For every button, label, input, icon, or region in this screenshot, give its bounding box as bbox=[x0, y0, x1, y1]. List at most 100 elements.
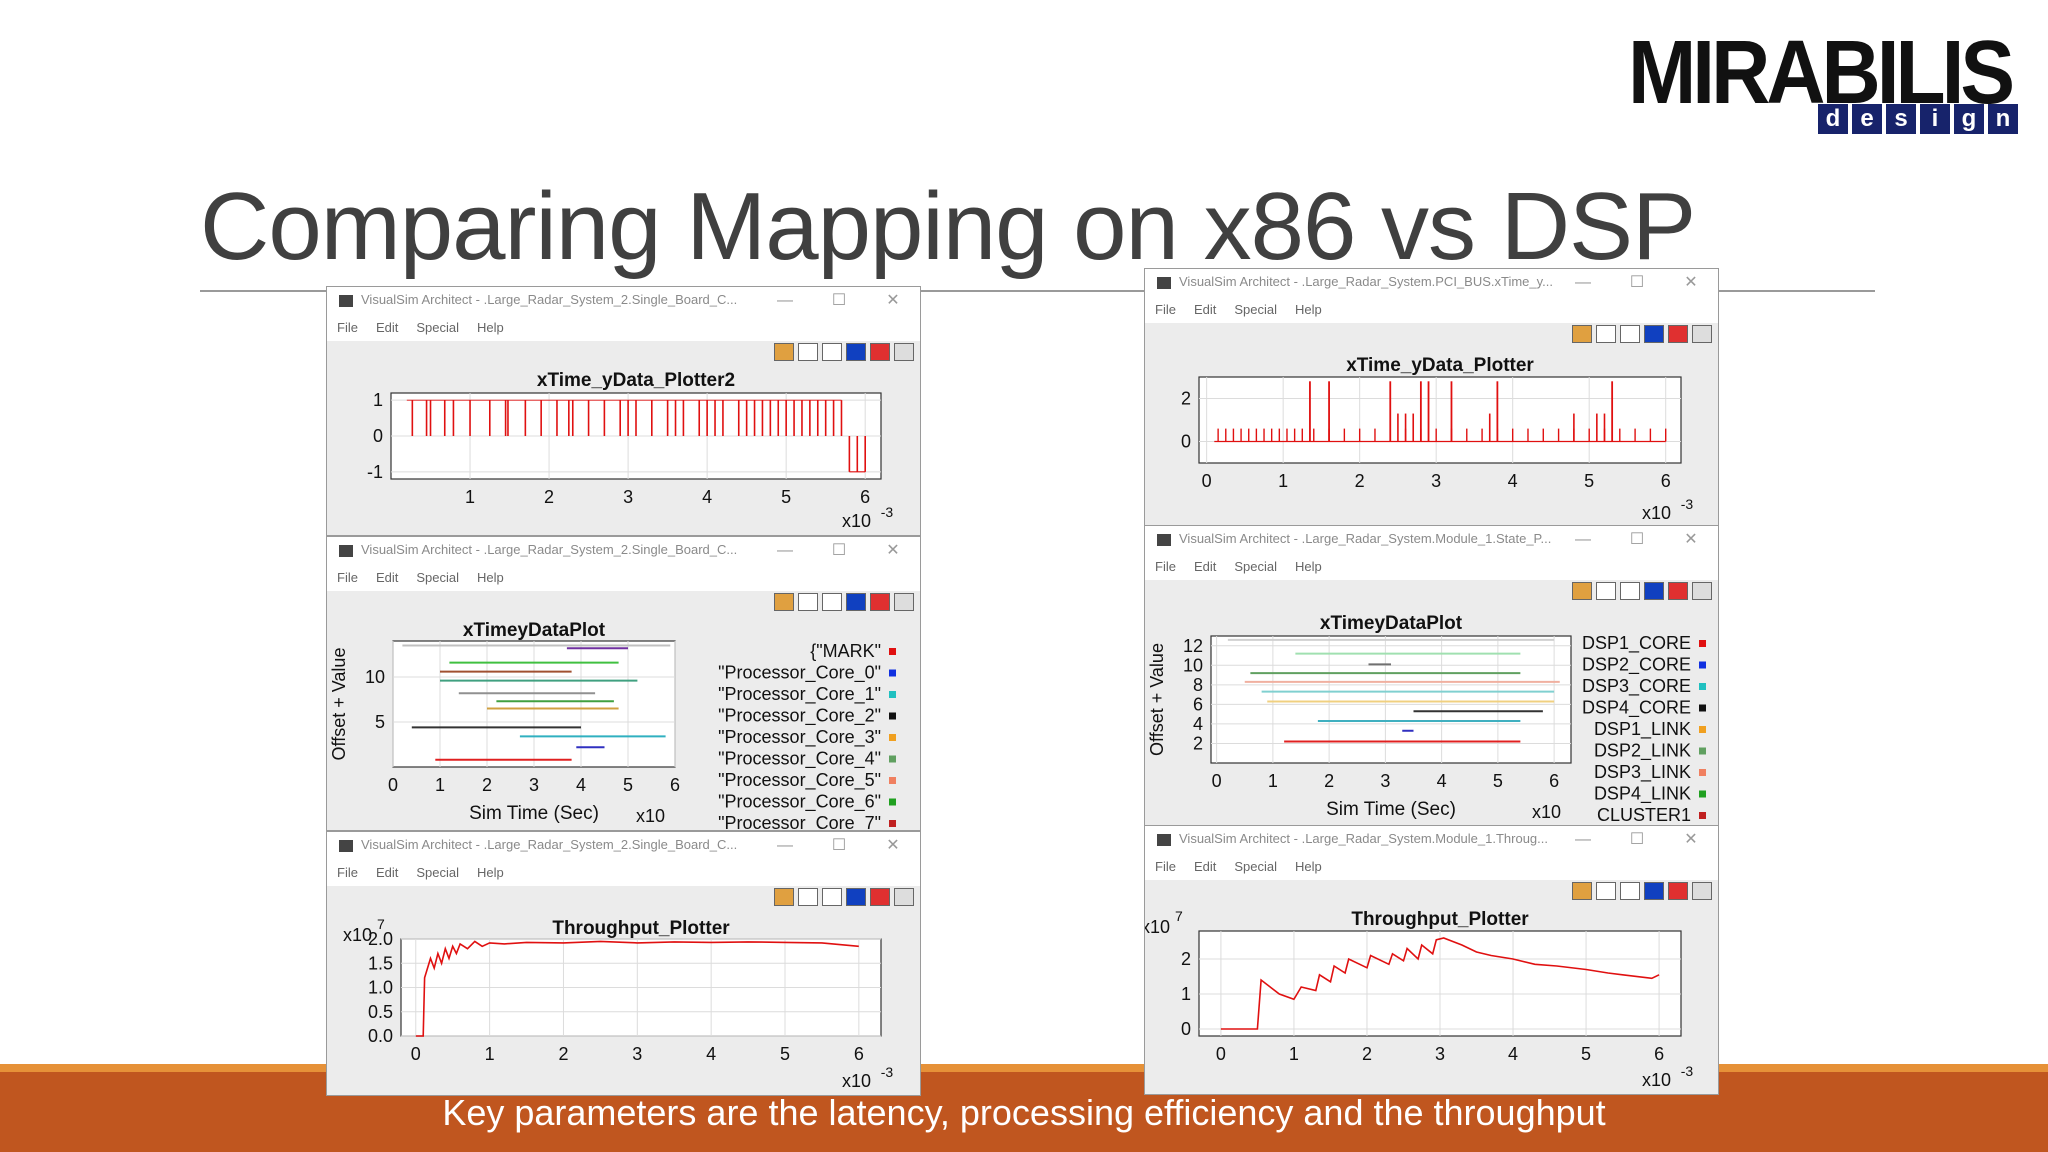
menu-file[interactable]: File bbox=[1155, 559, 1176, 574]
print-icon[interactable] bbox=[1620, 582, 1640, 600]
maximize-icon[interactable]: ☐ bbox=[831, 292, 847, 309]
save-icon[interactable] bbox=[1596, 882, 1616, 900]
menu-help[interactable]: Help bbox=[477, 570, 504, 585]
save-icon[interactable] bbox=[798, 888, 818, 906]
save-icon[interactable] bbox=[1596, 582, 1616, 600]
minimize-icon[interactable]: — bbox=[777, 292, 793, 309]
plot-window-dsp-state-plot[interactable]: VisualSim Architect - .Large_Radar_Syste… bbox=[1144, 525, 1719, 827]
x-tick-label: 3 bbox=[1380, 771, 1390, 791]
fill-icon[interactable] bbox=[1644, 582, 1664, 600]
window-titlebar[interactable]: VisualSim Architect - .Large_Radar_Syste… bbox=[1145, 526, 1718, 554]
plot-toolbar bbox=[1572, 882, 1712, 906]
x-exponent-label: x10 bbox=[1642, 503, 1671, 523]
reset-icon[interactable] bbox=[1668, 882, 1688, 900]
window-titlebar[interactable]: VisualSim Architect - .Large_Radar_Syste… bbox=[1145, 269, 1718, 297]
palette-icon[interactable] bbox=[774, 888, 794, 906]
fill-icon[interactable] bbox=[1644, 882, 1664, 900]
palette-icon[interactable] bbox=[774, 593, 794, 611]
settings-icon[interactable] bbox=[1692, 325, 1712, 343]
maximize-icon[interactable]: ☐ bbox=[831, 542, 847, 559]
y-exponent-label: x10 bbox=[343, 925, 372, 945]
menu-help[interactable]: Help bbox=[477, 320, 504, 335]
settings-icon[interactable] bbox=[894, 343, 914, 361]
close-icon[interactable]: ✕ bbox=[1684, 831, 1698, 848]
save-icon[interactable] bbox=[798, 343, 818, 361]
fill-icon[interactable] bbox=[846, 343, 866, 361]
minimize-icon[interactable]: — bbox=[777, 837, 793, 854]
close-icon[interactable]: ✕ bbox=[886, 837, 900, 854]
palette-icon[interactable] bbox=[774, 343, 794, 361]
window-titlebar[interactable]: VisualSim Architect - .Large_Radar_Syste… bbox=[327, 832, 920, 860]
close-icon[interactable]: ✕ bbox=[1684, 531, 1698, 548]
minimize-icon[interactable]: — bbox=[1575, 531, 1591, 548]
palette-icon[interactable] bbox=[1572, 325, 1592, 343]
plot-window-dsp-throughput[interactable]: VisualSim Architect - .Large_Radar_Syste… bbox=[1144, 825, 1719, 1095]
print-icon[interactable] bbox=[822, 593, 842, 611]
reset-icon[interactable] bbox=[870, 343, 890, 361]
maximize-icon[interactable]: ☐ bbox=[1629, 531, 1645, 548]
settings-icon[interactable] bbox=[894, 593, 914, 611]
menu-help[interactable]: Help bbox=[1295, 302, 1322, 317]
close-icon[interactable]: ✕ bbox=[886, 292, 900, 309]
reset-icon[interactable] bbox=[870, 888, 890, 906]
window-titlebar[interactable]: VisualSim Architect - .Large_Radar_Syste… bbox=[327, 537, 920, 565]
menu-help[interactable]: Help bbox=[477, 865, 504, 880]
x-tick-label: 1 bbox=[485, 1044, 495, 1064]
plot-window-x86-xtime-ydata[interactable]: VisualSim Architect - .Large_Radar_Syste… bbox=[326, 286, 921, 536]
menu-special[interactable]: Special bbox=[416, 570, 459, 585]
menu-file[interactable]: File bbox=[337, 320, 358, 335]
plot-window-x86-throughput[interactable]: VisualSim Architect - .Large_Radar_Syste… bbox=[326, 831, 921, 1096]
menu-edit[interactable]: Edit bbox=[375, 570, 399, 585]
legend-entry: "Processor_Core_3" bbox=[718, 727, 881, 748]
save-icon[interactable] bbox=[1596, 325, 1616, 343]
save-icon[interactable] bbox=[798, 593, 818, 611]
menu-special[interactable]: Special bbox=[1234, 302, 1277, 317]
y-tick-label: 1 bbox=[1181, 984, 1191, 1004]
menu-help[interactable]: Help bbox=[1295, 559, 1322, 574]
window-titlebar[interactable]: VisualSim Architect - .Large_Radar_Syste… bbox=[327, 287, 920, 315]
reset-icon[interactable] bbox=[1668, 582, 1688, 600]
fill-icon[interactable] bbox=[846, 888, 866, 906]
menu-special[interactable]: Special bbox=[416, 320, 459, 335]
plot-window-x86-state-plot[interactable]: VisualSim Architect - .Large_Radar_Syste… bbox=[326, 536, 921, 831]
minimize-icon[interactable]: — bbox=[1575, 831, 1591, 848]
palette-icon[interactable] bbox=[1572, 882, 1592, 900]
window-titlebar[interactable]: VisualSim Architect - .Large_Radar_Syste… bbox=[1145, 826, 1718, 854]
settings-icon[interactable] bbox=[894, 888, 914, 906]
menu-special[interactable]: Special bbox=[1234, 559, 1277, 574]
minimize-icon[interactable]: — bbox=[1575, 274, 1591, 291]
minimize-icon[interactable]: — bbox=[777, 542, 793, 559]
maximize-icon[interactable]: ☐ bbox=[1629, 274, 1645, 291]
menu-edit[interactable]: Edit bbox=[1193, 559, 1217, 574]
maximize-icon[interactable]: ☐ bbox=[1629, 831, 1645, 848]
close-icon[interactable]: ✕ bbox=[886, 542, 900, 559]
window-title: VisualSim Architect - .Large_Radar_Syste… bbox=[361, 542, 738, 557]
fill-icon[interactable] bbox=[1644, 325, 1664, 343]
menu-special[interactable]: Special bbox=[1234, 859, 1277, 874]
menu-file[interactable]: File bbox=[1155, 302, 1176, 317]
print-icon[interactable] bbox=[822, 888, 842, 906]
menu-help[interactable]: Help bbox=[1295, 859, 1322, 874]
print-icon[interactable] bbox=[1620, 325, 1640, 343]
reset-icon[interactable] bbox=[870, 593, 890, 611]
print-icon[interactable] bbox=[1620, 882, 1640, 900]
palette-icon[interactable] bbox=[1572, 582, 1592, 600]
x-tick-label: 2 bbox=[558, 1044, 568, 1064]
fill-icon[interactable] bbox=[846, 593, 866, 611]
menu-edit[interactable]: Edit bbox=[375, 865, 399, 880]
plot-window-dsp-xtime-ydata[interactable]: VisualSim Architect - .Large_Radar_Syste… bbox=[1144, 268, 1719, 528]
menu-edit[interactable]: Edit bbox=[1193, 302, 1217, 317]
maximize-icon[interactable]: ☐ bbox=[831, 837, 847, 854]
settings-icon[interactable] bbox=[1692, 582, 1712, 600]
menu-file[interactable]: File bbox=[1155, 859, 1176, 874]
settings-icon[interactable] bbox=[1692, 882, 1712, 900]
logo-letter: e bbox=[1852, 104, 1882, 134]
print-icon[interactable] bbox=[822, 343, 842, 361]
reset-icon[interactable] bbox=[1668, 325, 1688, 343]
menu-file[interactable]: File bbox=[337, 865, 358, 880]
menu-edit[interactable]: Edit bbox=[1193, 859, 1217, 874]
menu-special[interactable]: Special bbox=[416, 865, 459, 880]
close-icon[interactable]: ✕ bbox=[1684, 274, 1698, 291]
menu-edit[interactable]: Edit bbox=[375, 320, 399, 335]
menu-file[interactable]: File bbox=[337, 570, 358, 585]
